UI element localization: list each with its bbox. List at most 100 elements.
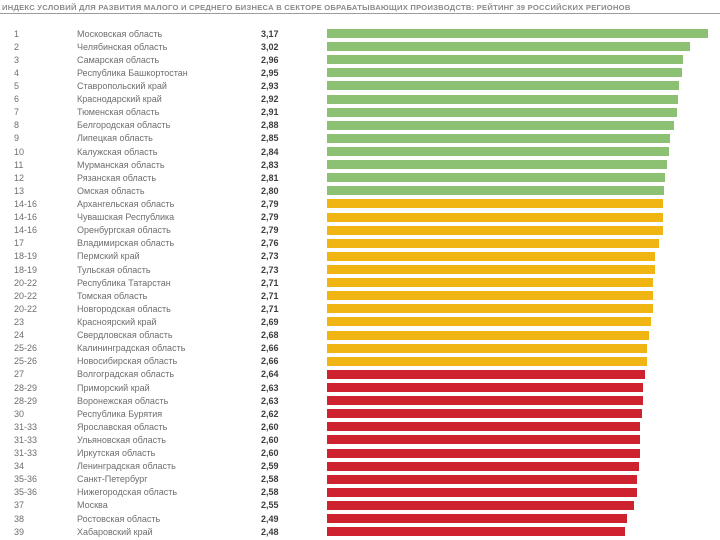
bar-track: [327, 356, 718, 366]
region-cell: Красноярский край: [77, 316, 157, 327]
chart-title: ИНДЕКС УСЛОВИЙ ДЛЯ РАЗВИТИЯ МАЛОГО И СРЕ…: [2, 3, 631, 12]
value-cell: 2,62: [261, 408, 279, 419]
value-bar: [327, 487, 638, 497]
bar-track: [327, 251, 718, 261]
bar-track: [327, 527, 718, 537]
rank-cell: 8: [14, 120, 20, 131]
rank-cell: 11: [14, 159, 24, 170]
chart-row: 37 Москва 2,55: [0, 499, 720, 512]
chart-row: 28-29 Приморский край 2,63: [0, 381, 720, 394]
chart-row: 28-29 Воронежская область 2,63: [0, 394, 720, 407]
rank-cell: 25-26: [14, 356, 38, 367]
region-cell: Воронежская область: [77, 395, 169, 406]
region-cell: Тюменская область: [77, 107, 160, 118]
chart-row: 31-33 Ульяновская область 2,60: [0, 433, 720, 446]
chart-row: 11 Мурманская область 2,83: [0, 158, 720, 171]
value-bar: [327, 29, 709, 39]
value-bar: [327, 422, 640, 432]
bar-track: [327, 133, 718, 143]
value-bar: [327, 42, 691, 52]
rank-cell: 28-29: [14, 382, 38, 393]
chart-row: 7 Тюменская область 2,91: [0, 106, 720, 119]
value-bar: [327, 265, 656, 275]
rank-cell: 39: [14, 526, 25, 537]
rank-cell: 5: [14, 80, 20, 91]
bar-track: [327, 396, 718, 406]
chart-row: 18-19 Пермский край 2,73: [0, 250, 720, 263]
value-bar: [327, 120, 674, 130]
value-cell: 3,17: [261, 28, 279, 39]
bar-track: [327, 265, 718, 275]
value-cell: 2,79: [261, 225, 279, 236]
bar-track: [327, 160, 718, 170]
bar-track: [327, 330, 718, 340]
rank-cell: 31-33: [14, 448, 38, 459]
value-cell: 2,95: [261, 67, 279, 78]
bar-track: [327, 474, 718, 484]
chart-row: 14-16 Оренбургская область 2,79: [0, 224, 720, 237]
bar-track: [327, 107, 718, 117]
rank-cell: 20-22: [14, 303, 38, 314]
value-bar: [327, 133, 670, 143]
rank-cell: 38: [14, 513, 25, 524]
region-cell: Оренбургская область: [77, 225, 171, 236]
value-cell: 2,92: [261, 94, 279, 105]
value-bar: [327, 94, 679, 104]
rank-cell: 3: [14, 54, 20, 65]
region-cell: Тульская область: [77, 264, 151, 275]
rank-cell: 1: [14, 28, 20, 39]
region-cell: Ростовская область: [77, 513, 161, 524]
region-cell: Липецкая область: [77, 133, 153, 144]
region-cell: Республика Башкортостан: [77, 67, 188, 78]
value-bar: [327, 304, 654, 314]
bar-track: [327, 514, 718, 524]
bar-track: [327, 55, 718, 65]
value-bar: [327, 199, 663, 209]
value-cell: 2,76: [261, 238, 279, 249]
rank-cell: 9: [14, 133, 20, 144]
value-bar: [327, 147, 669, 157]
chart-row: 2 Челябинская область 3,02: [0, 40, 720, 53]
value-bar: [327, 461, 639, 471]
value-cell: 2,64: [261, 369, 279, 380]
chart-row: 30 Республика Бурятия 2,62: [0, 407, 720, 420]
region-cell: Самарская область: [77, 54, 160, 65]
value-cell: 2,79: [261, 198, 279, 209]
bar-track: [327, 317, 718, 327]
rank-cell: 2: [14, 41, 20, 52]
value-cell: 2,88: [261, 120, 279, 131]
region-cell: Санкт-Петербург: [77, 474, 148, 485]
value-bar: [327, 278, 654, 288]
value-bar: [327, 238, 660, 248]
region-cell: Ярославская область: [77, 421, 168, 432]
rank-cell: 13: [14, 185, 25, 196]
value-bar: [327, 435, 640, 445]
bar-track: [327, 291, 718, 301]
chart-row: 5 Ставропольский край 2,93: [0, 79, 720, 92]
region-cell: Чувашская Республика: [77, 212, 175, 223]
bar-track: [327, 304, 718, 314]
region-cell: Московская область: [77, 28, 163, 39]
rank-cell: 14-16: [14, 225, 38, 236]
region-cell: Нижегородская область: [77, 487, 178, 498]
region-cell: Калининградская область: [77, 343, 186, 354]
value-cell: 2,60: [261, 448, 279, 459]
region-cell: Владимирская область: [77, 238, 175, 249]
value-cell: 2,49: [261, 513, 279, 524]
bar-track: [327, 120, 718, 130]
bar-track: [327, 422, 718, 432]
region-cell: Архангельская область: [77, 198, 175, 209]
region-cell: Белгородская область: [77, 120, 171, 131]
rank-cell: 6: [14, 94, 20, 105]
chart-row: 25-26 Калининградская область 2,66: [0, 342, 720, 355]
rank-cell: 28-29: [14, 395, 38, 406]
value-cell: 2,48: [261, 526, 279, 537]
chart-row: 9 Липецкая область 2,85: [0, 132, 720, 145]
value-cell: 2,96: [261, 54, 279, 65]
region-cell: Республика Татарстан: [77, 277, 171, 288]
value-cell: 2,58: [261, 474, 279, 485]
region-cell: Ульяновская область: [77, 434, 166, 445]
value-cell: 2,66: [261, 343, 279, 354]
rank-cell: 37: [14, 500, 25, 511]
bar-track: [327, 369, 718, 379]
